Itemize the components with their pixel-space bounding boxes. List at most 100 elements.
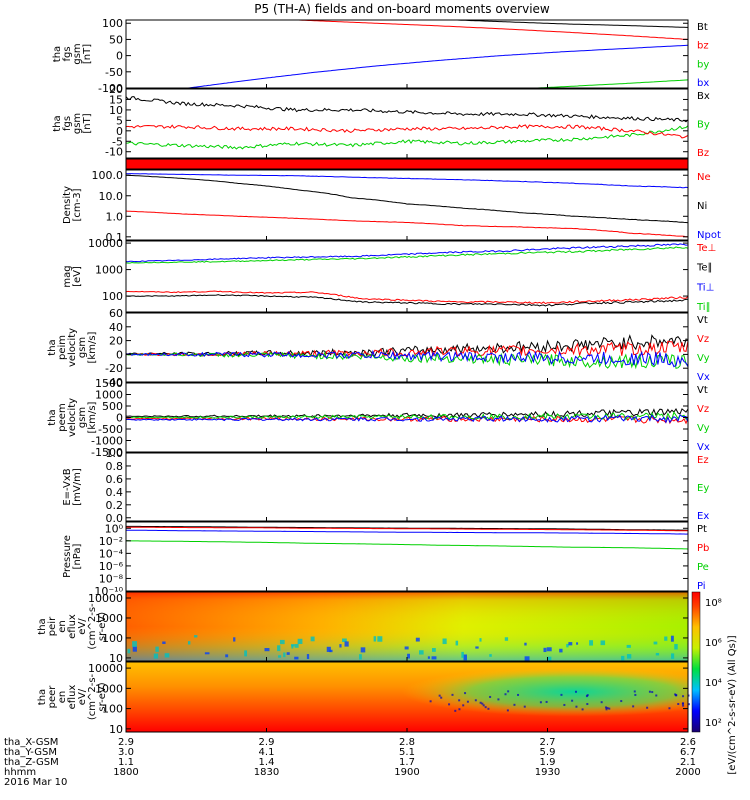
heatmap-cell	[589, 640, 594, 646]
heatmap-cell	[633, 690, 636, 693]
y-tick-label: 0.8	[106, 460, 124, 473]
heatmap-cell	[504, 693, 507, 696]
series-group	[126, 408, 688, 425]
heatmap-cell	[655, 652, 660, 656]
x-tick-label: 1900	[394, 767, 419, 778]
colorbar-tick-label: 10⁶	[705, 638, 722, 649]
heatmap-cell	[670, 635, 674, 642]
x-tick-label: 1.4	[259, 757, 275, 768]
heatmap-cell	[513, 703, 516, 706]
heatmap-cell	[560, 693, 563, 696]
y-tick-label: 10⁻²	[99, 535, 123, 548]
series-line-Ti⊥	[126, 243, 688, 263]
legend-bz: bz	[697, 41, 709, 52]
y-axis-label: tha	[37, 689, 48, 705]
heatmap-cell	[463, 654, 467, 661]
series-line-Npot	[126, 173, 688, 189]
y-axis-label: [cm-3]	[72, 188, 83, 221]
heatmap-cell	[581, 708, 584, 711]
series-line-Ne	[126, 210, 688, 238]
heatmap-cell	[164, 653, 170, 658]
y-tick-label: 1000	[95, 612, 123, 625]
x-row-label: tha_Z-GSM	[4, 757, 59, 768]
series-line-Vy	[126, 411, 688, 421]
x-tick-label: 2000	[675, 767, 700, 778]
y-tick-label: -1000	[91, 435, 123, 448]
heatmap-cell	[687, 703, 690, 706]
series-line-Te⊥	[126, 290, 688, 305]
heatmap-cell	[546, 647, 552, 652]
y-tick-label: 40	[109, 321, 123, 334]
y-tick-label: 20	[109, 83, 123, 96]
y-tick-label: 10	[109, 104, 123, 117]
legend-by: by	[697, 59, 709, 70]
y-tick-label: -20	[105, 362, 123, 375]
heatmap-cell	[294, 656, 299, 660]
y-tick-label: 10000	[88, 237, 123, 250]
y-axis-label: gsm	[72, 113, 83, 134]
x-tick-label: 5.9	[540, 747, 556, 758]
y-axis-label: Density	[62, 186, 73, 224]
y-axis-label: tha	[47, 339, 58, 355]
heatmap-cell	[455, 640, 459, 646]
x-row-label: tha_X-GSM	[4, 737, 58, 748]
y-tick-label: 100.0	[92, 169, 124, 182]
x-tick-label: 2.1	[680, 757, 696, 768]
y-tick-label: -50	[105, 66, 123, 79]
legend-bx: bx	[697, 78, 709, 89]
heatmap-cell	[153, 653, 159, 659]
heatmap-shade	[126, 592, 688, 661]
heatmap-cell	[418, 650, 424, 655]
heatmap-cell	[606, 706, 609, 709]
y-axis-label: [nT]	[82, 113, 93, 133]
heatmap-cell	[466, 700, 469, 703]
heatmap-cell	[194, 635, 198, 638]
heatmap-cell	[310, 636, 315, 642]
heatmap-cell	[517, 693, 520, 696]
heatmap-cell	[440, 696, 443, 699]
heatmap-cell	[586, 703, 589, 706]
y-axis-label: [eV]	[72, 266, 83, 287]
legend-Pt: Pt	[697, 524, 707, 535]
y-tick-label: 100	[102, 17, 123, 30]
y-axis-label: tha	[47, 409, 58, 425]
heatmap-cell	[429, 700, 432, 703]
heatmap-cell	[626, 654, 632, 659]
heatmap-cell	[524, 656, 530, 661]
heatmap-cell	[648, 690, 651, 693]
heatmap-cell	[620, 700, 623, 703]
heatmap-cell	[339, 644, 342, 648]
y-tick-label: -5	[112, 135, 123, 148]
x-tick-label: 1.7	[399, 757, 415, 768]
heatmap-cell	[431, 656, 437, 660]
heatmap-cell	[482, 704, 485, 707]
y-axis-label: en	[57, 691, 68, 704]
y-tick-label: 0.0	[106, 512, 124, 525]
heatmap-cell	[475, 646, 479, 649]
heatmap-cell	[442, 638, 447, 645]
heatmap-peer_en_eflux	[126, 662, 690, 732]
legend-Vy: Vy	[697, 353, 710, 364]
y-axis-label: eflux	[67, 685, 78, 710]
x-tick-label: 2.9	[259, 737, 275, 748]
series-line-bx	[185, 44, 688, 88]
y-tick-label: -500	[98, 423, 123, 436]
heatmap-cell	[438, 694, 441, 697]
status-bar-frame	[125, 158, 689, 170]
y-axis-label: gsm	[77, 337, 88, 358]
y-tick-label: 1.0	[106, 447, 124, 460]
y-axis-label: peem	[57, 403, 68, 431]
heatmap-cell	[651, 691, 654, 694]
y-axis-label: eflux	[67, 614, 78, 639]
heatmap-cell	[576, 642, 579, 645]
heatmap-cell	[600, 640, 606, 646]
heatmap-cell	[204, 652, 210, 655]
heatmap-cell	[586, 694, 589, 697]
y-tick-label: 10⁻⁶	[99, 560, 124, 573]
y-axis-label: eV/	[77, 618, 88, 635]
heatmap-cell	[404, 646, 409, 650]
series-line-bz	[284, 20, 688, 40]
panel-density: Density [cm-3] 100.0 10.0 1.0 0.1 Ne Ni Npot	[62, 169, 721, 244]
heatmap-cell	[291, 644, 294, 649]
